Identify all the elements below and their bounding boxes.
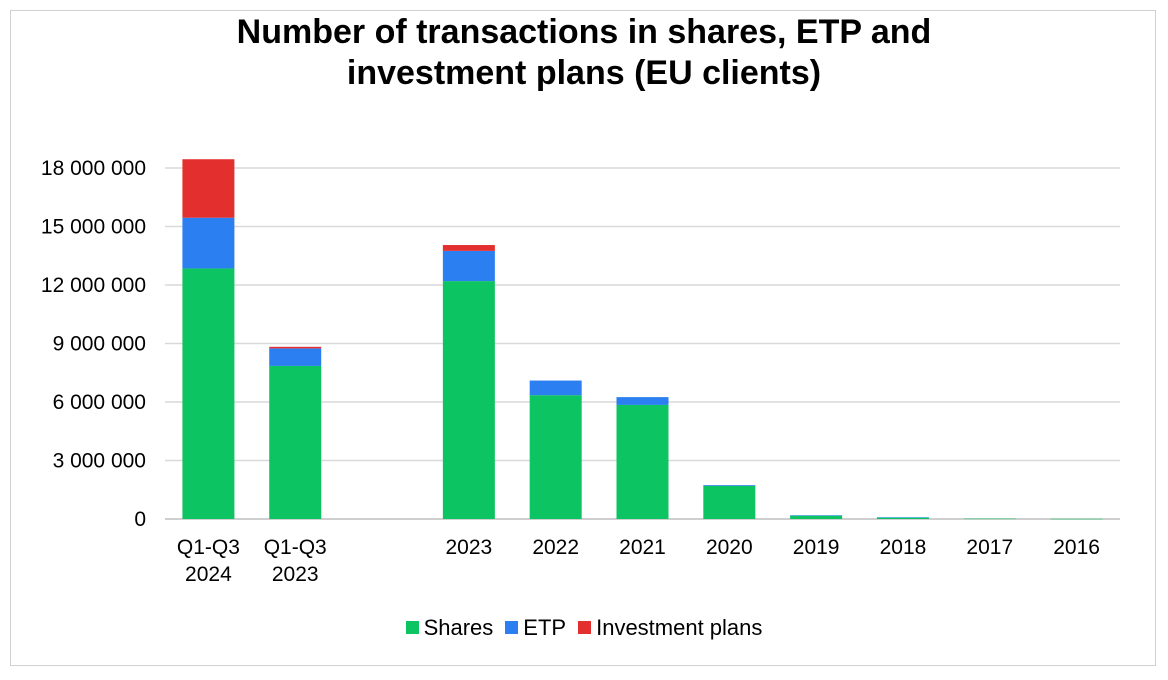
chart-title-line-1: Number of transactions in shares, ETP an… [236, 13, 932, 51]
legend-item: Shares [405, 614, 494, 641]
y-tick-label: 18 000 000 [41, 157, 146, 180]
bar-segment [876, 517, 929, 518]
bar-segment [703, 485, 756, 486]
y-tick-label: 9 000 000 [53, 333, 146, 356]
bar-segment [442, 250, 495, 282]
x-tick-label: 2023 [272, 563, 319, 586]
chart-title: Number of transactions in shares, ETP an… [0, 12, 1168, 94]
x-tick-label: 2018 [880, 536, 927, 559]
legend-swatch [405, 621, 419, 634]
bar-segment [442, 281, 495, 519]
x-tick-label: Q1-Q3 [264, 536, 327, 559]
x-tick-label: Q1-Q3 [177, 536, 240, 559]
y-tick-label: 6 000 000 [53, 391, 146, 414]
bar-segment [182, 217, 235, 269]
x-tick-label: 2023 [446, 536, 493, 559]
y-tick-label: 12 000 000 [41, 274, 146, 297]
bar-segment [529, 380, 582, 396]
x-tick-label: 2024 [185, 563, 232, 586]
x-tick-label: 2022 [532, 536, 579, 559]
legend: Shares ETP Investment plans [0, 614, 1168, 641]
x-tick-label: 2021 [619, 536, 666, 559]
y-tick-label: 3 000 000 [53, 450, 146, 473]
bar-segment [616, 397, 669, 405]
legend-label: ETP [523, 614, 567, 640]
bar-segment [790, 515, 843, 516]
bar-segment [269, 365, 322, 519]
bar-segment [1050, 518, 1103, 520]
legend-swatch [505, 621, 519, 634]
bar-segment [269, 346, 322, 349]
bar-segment [963, 518, 1016, 520]
bar-segment [182, 159, 235, 218]
bar-segment [442, 245, 495, 251]
bar-segment [269, 348, 322, 366]
bar-segment [529, 395, 582, 519]
bar-segment [616, 404, 669, 519]
bar-segment [876, 517, 929, 519]
y-tick-label: 0 [134, 508, 146, 531]
y-tick-label: 15 000 000 [41, 216, 146, 239]
bar-segment [182, 268, 235, 519]
bar-segment [703, 485, 756, 519]
x-tick-label: 2019 [793, 536, 840, 559]
x-tick-label: 2020 [706, 536, 753, 559]
bar-segment [790, 515, 843, 519]
chart-title-line-2: investment plans (EU clients) [346, 54, 822, 92]
legend-label: Investment plans [596, 614, 763, 640]
legend-label: Shares [423, 614, 494, 640]
x-tick-label: 2017 [966, 536, 1013, 559]
legend-item: ETP [505, 615, 566, 641]
legend-item: Investment plans [578, 615, 762, 641]
legend-swatch [578, 621, 592, 634]
x-tick-label: 2016 [1053, 536, 1100, 559]
